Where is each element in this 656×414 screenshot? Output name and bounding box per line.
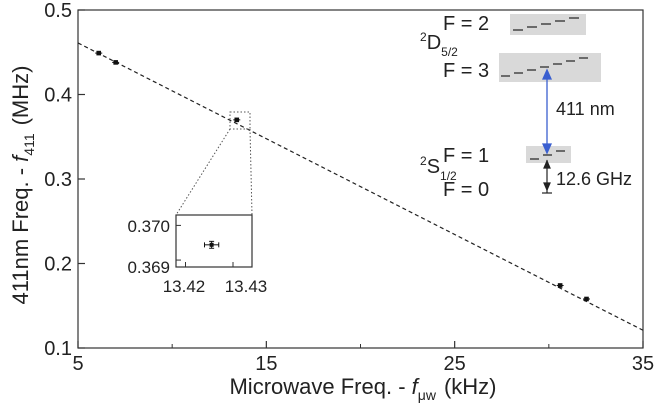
- axis-tick-labels: 5 15 25 35 0.1 0.2 0.3 0.4 0.5: [44, 0, 654, 375]
- inset-xtick-label: 13.43: [225, 277, 268, 296]
- inset-data-point: [204, 240, 220, 249]
- s-state-name: S: [427, 156, 440, 178]
- x-tick-label: 25: [444, 353, 466, 375]
- s-state-sup: 2: [420, 154, 427, 168]
- d-f-lower-label: F = 3: [443, 60, 489, 82]
- fit-line: [77, 42, 644, 331]
- inset-ytick-label: 0.370: [127, 217, 170, 236]
- y-tick-label: 0.2: [44, 254, 72, 276]
- y-tick-label: 0.3: [44, 169, 72, 191]
- x-axis-title: Microwave Freq. - fμw (kHz): [229, 374, 496, 403]
- y-tick-label: 0.4: [44, 85, 72, 107]
- y-axis-title-unit: (MHz): [8, 66, 33, 126]
- s-state-label: 2S1/2: [420, 154, 457, 183]
- inset-plot: 0.370 0.369 13.42 13.43: [127, 214, 268, 296]
- y-axis-title-f: f: [8, 153, 33, 162]
- x-tick-label: 5: [72, 353, 83, 375]
- zoom-connector-left: [175, 128, 231, 216]
- d-f-upper-label: F = 2: [443, 13, 489, 35]
- inset-ytick-label: 0.369: [127, 258, 170, 277]
- energy-level-diagram: 411 nm 12.6 GHz 2D5/2 F = 2 F = 3 2S1/2 …: [420, 13, 632, 201]
- x-axis-title-sub: μw: [418, 387, 437, 403]
- zoom-indicator: [175, 111, 253, 216]
- y-axis-title: 411nm Freq. - f411 (MHz): [8, 66, 37, 305]
- y-tick-label: 0.1: [44, 338, 72, 360]
- s-f-upper-label: F = 1: [443, 145, 489, 167]
- inset-point-marker: [209, 242, 214, 247]
- x-axis-title-f: f: [412, 374, 421, 399]
- x-axis-title-unit: (kHz): [444, 374, 497, 399]
- inset-ticks: [176, 224, 234, 267]
- zoom-connector-right: [249, 128, 253, 216]
- d-state-sup: 2: [420, 30, 427, 44]
- data-points: [95, 50, 590, 302]
- inset-xtick-label: 13.42: [163, 277, 206, 296]
- x-tick-label: 15: [255, 353, 277, 375]
- s-f1-sublevels: [530, 150, 565, 160]
- axis-ticks: [77, 9, 644, 349]
- s-state-sub: 1/2: [440, 169, 457, 183]
- fit-line-group: [77, 42, 644, 331]
- s-f-lower-label: F = 0: [443, 179, 489, 201]
- d-f2-sublevels: [513, 17, 579, 31]
- transition-label: 411 nm: [556, 99, 615, 119]
- d-f3-sublevels: [501, 57, 588, 77]
- zoom-box: [229, 111, 251, 130]
- splitting-label: 12.6 GHz: [556, 169, 632, 189]
- d-state-sub: 5/2: [441, 45, 458, 59]
- y-axis-title-main: 411nm Freq. -: [8, 162, 33, 305]
- x-tick-label: 35: [632, 353, 654, 375]
- d-state-name: D: [427, 32, 441, 54]
- d-state-label: 2D5/2: [420, 30, 458, 59]
- y-axis-title-sub: 411: [21, 133, 37, 156]
- x-axis-title-main: Microwave Freq. -: [229, 374, 411, 399]
- splitting-arrow: [542, 159, 552, 194]
- y-tick-label: 0.5: [44, 0, 72, 22]
- transition-arrow: [541, 68, 553, 155]
